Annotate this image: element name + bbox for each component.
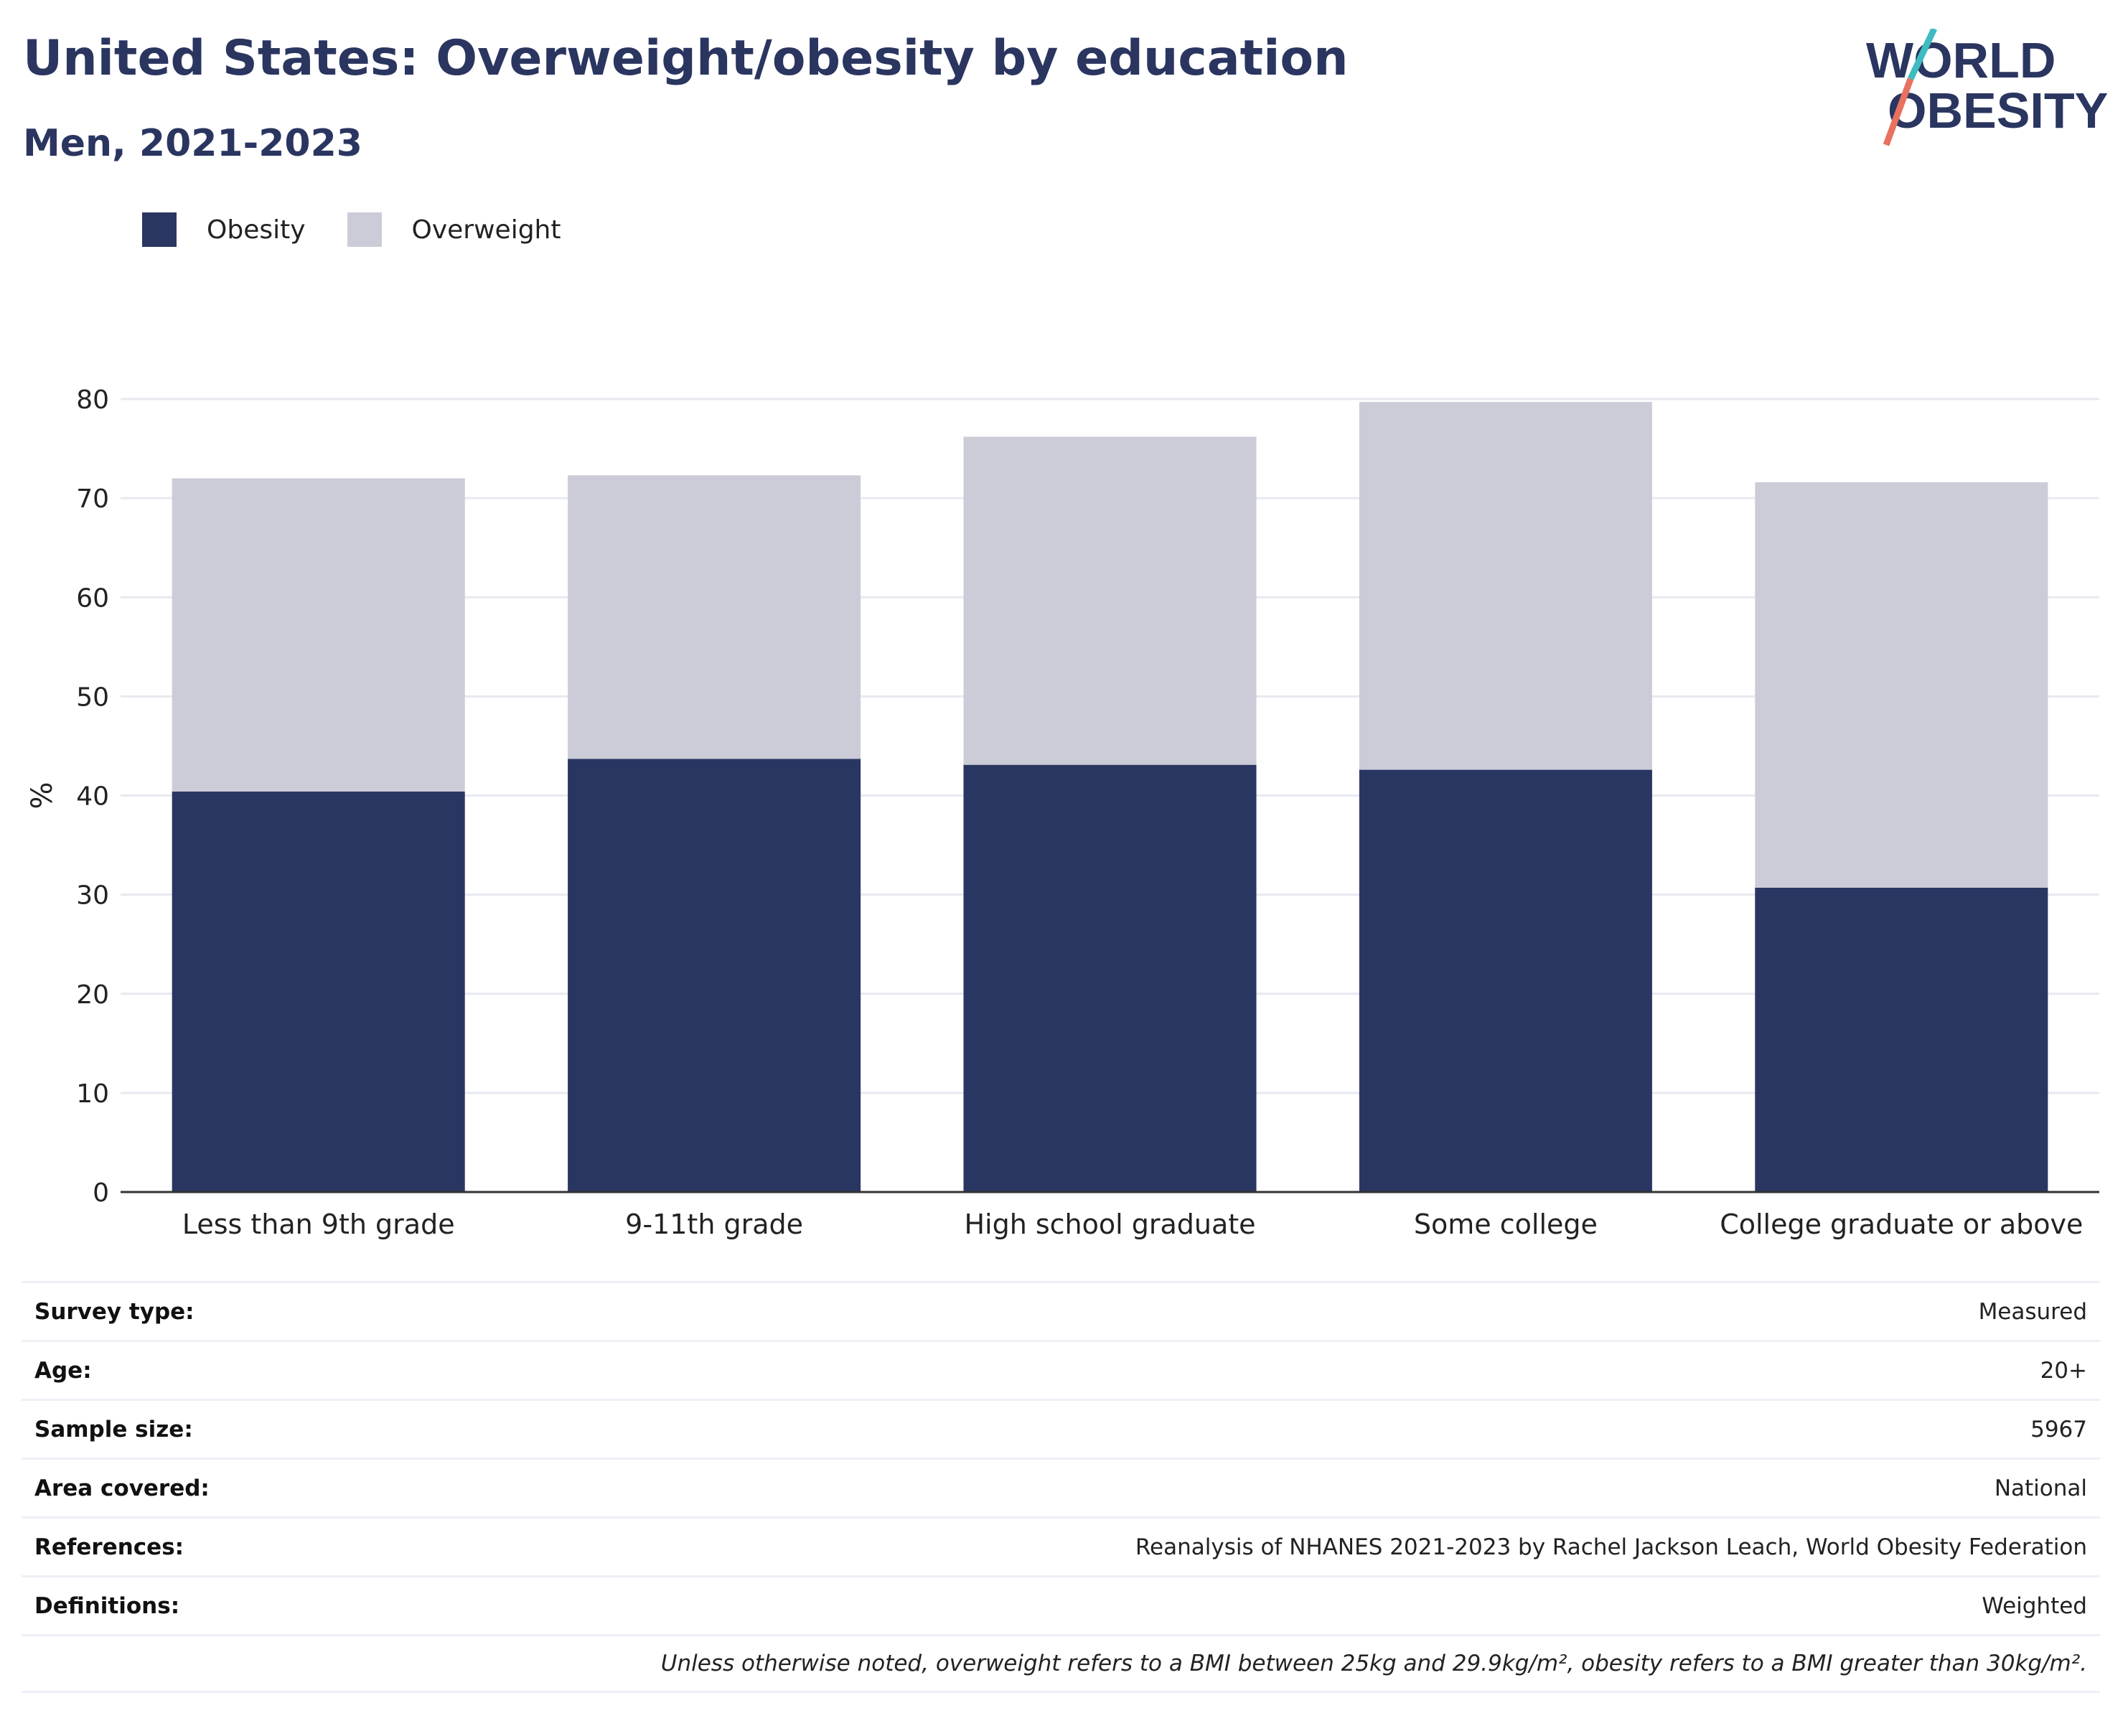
legend-swatch-overweight <box>347 212 382 247</box>
meta-value: National <box>1994 1475 2087 1501</box>
x-category-label: High school graduate <box>964 1209 1255 1240</box>
meta-value: 20+ <box>2040 1357 2087 1384</box>
meta-key: Definitions: <box>34 1592 180 1619</box>
meta-key: Area covered: <box>34 1475 210 1501</box>
bar-obesity: 9-11th grade – Obesity: 43.7 <box>568 759 861 1192</box>
meta-row-definitions: Definitions: Weighted <box>22 1575 2100 1634</box>
page-title: United States: Overweight/obesity by edu… <box>23 30 1349 87</box>
meta-row-references: References: Reanalysis of NHANES 2021-20… <box>22 1516 2100 1575</box>
logo-slash-teal <box>1907 29 1938 80</box>
meta-key: References: <box>34 1534 184 1560</box>
chart-legend: Obesity Overweight <box>142 212 602 247</box>
metadata-table: Survey type: Measured Age: 20+ Sample si… <box>22 1281 2100 1693</box>
meta-key: Sample size: <box>34 1416 193 1442</box>
bar-overweight: 9-11th grade – Overweight: 28.6 <box>568 475 861 759</box>
y-tick-label: 20 <box>76 980 109 1010</box>
meta-row-sample-size: Sample size: 5967 <box>22 1399 2100 1458</box>
legend-item-obesity[interactable]: Obesity <box>142 212 306 247</box>
meta-value: Weighted <box>1982 1592 2087 1619</box>
bar-obesity: Some college – Obesity: 42.6 <box>1359 769 1652 1192</box>
logo-line2: OBESITY <box>1888 83 2108 139</box>
y-tick-label: 70 <box>76 484 109 514</box>
legend-item-overweight[interactable]: Overweight <box>347 212 561 247</box>
meta-value: Measured <box>1978 1298 2087 1325</box>
bar-overweight: Less than 9th grade – Overweight: 31.6 <box>172 478 465 792</box>
legend-label-overweight: Overweight <box>411 215 561 245</box>
meta-row-survey-type: Survey type: Measured <box>22 1281 2100 1340</box>
bar-overweight: College graduate or above – Overweight: … <box>1755 482 2048 888</box>
meta-value: 5967 <box>2030 1416 2087 1442</box>
y-tick-label: 0 <box>93 1178 109 1208</box>
world-obesity-logo[interactable]: WORLD OBESITY <box>1866 29 2110 158</box>
logo-line1: WORLD <box>1866 32 2056 88</box>
y-tick-label: 40 <box>76 782 109 812</box>
logo-slash-coral <box>1883 78 1914 146</box>
bar-obesity: College graduate or above – Obesity: 30.… <box>1755 887 2048 1192</box>
y-tick-label: 60 <box>76 583 109 613</box>
bar-overweight: Some college – Overweight: 37.1 <box>1359 402 1652 770</box>
y-tick-label: 10 <box>76 1079 109 1109</box>
x-category-label: 9-11th grade <box>625 1209 803 1240</box>
stacked-bar-chart: 0 10 20 30 40 50 60 70 80% Less than 9th grade – … <box>26 385 2099 1240</box>
legend-label-obesity: Obesity <box>207 215 306 245</box>
meta-value: Reanalysis of NHANES 2021-2023 by Rachel… <box>1135 1534 2087 1560</box>
y-tick-label: 30 <box>76 881 109 911</box>
meta-row-age: Age: 20+ <box>22 1340 2100 1399</box>
legend-swatch-obesity <box>142 212 177 247</box>
meta-row-area-covered: Area covered: National <box>22 1458 2100 1516</box>
y-tick-label: 50 <box>76 682 109 712</box>
x-category-label: Some college <box>1414 1209 1598 1240</box>
page-subtitle: Men, 2021-2023 <box>23 122 362 165</box>
bar-overweight: High school graduate – Overweight: 33.1 <box>963 436 1257 765</box>
definition-note: Unless otherwise noted, overweight refer… <box>22 1634 2100 1693</box>
x-category-label: Less than 9th grade <box>182 1209 455 1240</box>
y-axis-title: % <box>26 782 59 809</box>
note-text: Unless otherwise noted, overweight refer… <box>660 1651 2087 1676</box>
y-tick-label: 80 <box>76 385 109 415</box>
bar-obesity: Less than 9th grade – Obesity: 40.4 <box>172 791 465 1192</box>
x-category-label: College graduate or above <box>1720 1209 2083 1240</box>
meta-key: Survey type: <box>34 1298 195 1325</box>
meta-key: Age: <box>34 1357 92 1384</box>
bar-obesity: High school graduate – Obesity: 43.1 <box>963 764 1257 1192</box>
